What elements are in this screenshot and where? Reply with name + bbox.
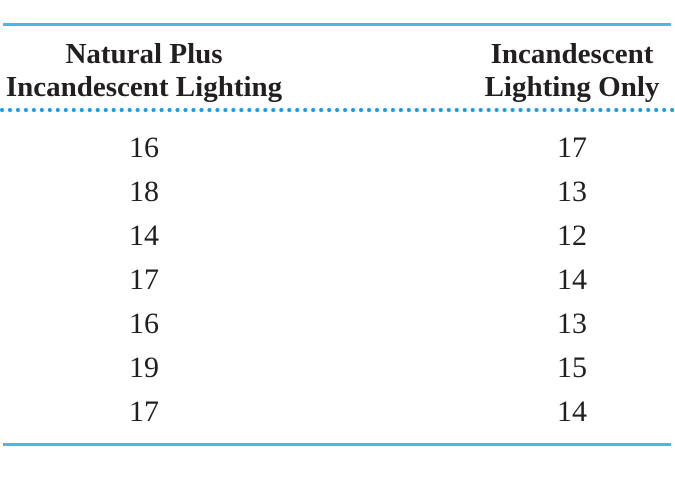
dotted-rule xyxy=(0,108,675,112)
cell-natural-plus: 19 xyxy=(129,351,159,384)
header-line-1: Incandescent xyxy=(490,38,654,70)
lighting-data-table: Natural Plus Incandescent Lighting Incan… xyxy=(0,23,675,446)
column-header-natural-plus-incandescent: Natural Plus Incandescent Lighting xyxy=(0,38,288,104)
cell-natural-plus: 16 xyxy=(129,307,159,340)
cell-natural-plus: 17 xyxy=(129,395,159,428)
top-rule xyxy=(3,23,671,26)
cell-natural-plus: 16 xyxy=(129,131,159,164)
column-header-incandescent-only: Incandescent Lighting Only xyxy=(481,38,663,104)
cell-incandescent-only: 13 xyxy=(557,307,587,340)
table-header: Natural Plus Incandescent Lighting Incan… xyxy=(0,26,675,108)
table-row: 18 13 xyxy=(0,170,675,214)
bottom-rule xyxy=(3,443,671,446)
cell-incandescent-only: 14 xyxy=(557,263,587,296)
table-row: 19 15 xyxy=(0,346,675,390)
table-row: 17 14 xyxy=(0,390,675,434)
header-line-2: Lighting Only xyxy=(484,71,660,103)
cell-incandescent-only: 15 xyxy=(557,351,587,384)
header-line-2: Incandescent Lighting xyxy=(5,71,283,103)
cell-incandescent-only: 17 xyxy=(557,131,587,164)
cell-natural-plus: 14 xyxy=(129,219,159,252)
header-line-1: Natural Plus xyxy=(65,38,223,70)
table-row: 16 13 xyxy=(0,302,675,346)
table-row: 14 12 xyxy=(0,214,675,258)
cell-natural-plus: 18 xyxy=(129,175,159,208)
cell-natural-plus: 17 xyxy=(129,263,159,296)
cell-incandescent-only: 13 xyxy=(557,175,587,208)
table-row: 17 14 xyxy=(0,258,675,302)
table-body: 16 17 18 13 14 12 17 14 16 13 19 15 17 1… xyxy=(0,112,675,443)
cell-incandescent-only: 14 xyxy=(557,395,587,428)
table-row: 16 17 xyxy=(0,126,675,170)
cell-incandescent-only: 12 xyxy=(557,219,587,252)
